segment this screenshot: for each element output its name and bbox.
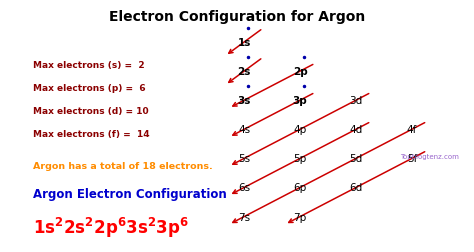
- Text: Argon has a total of 18 electrons.: Argon has a total of 18 electrons.: [33, 162, 213, 171]
- Text: 7s: 7s: [238, 212, 250, 222]
- Text: Max electrons (s) =  2: Max electrons (s) = 2: [33, 61, 145, 70]
- Text: 7p: 7p: [293, 212, 307, 222]
- Text: 4s: 4s: [238, 125, 250, 135]
- Text: 3s: 3s: [237, 96, 251, 106]
- Text: Max electrons (d) = 10: Max electrons (d) = 10: [33, 106, 149, 115]
- Text: 1s: 1s: [237, 38, 251, 48]
- Text: Max electrons (f) =  14: Max electrons (f) = 14: [33, 129, 150, 138]
- Text: Electron Configuration for Argon: Electron Configuration for Argon: [109, 10, 365, 24]
- Text: Max electrons (p) =  6: Max electrons (p) = 6: [33, 84, 146, 93]
- Text: 5f: 5f: [407, 154, 417, 164]
- Text: $\mathbf{1s^22s^22p^63s^23p^6}$: $\mathbf{1s^22s^22p^63s^23p^6}$: [33, 215, 189, 239]
- Text: 4p: 4p: [293, 125, 307, 135]
- Text: 2s: 2s: [237, 67, 251, 77]
- Text: 5p: 5p: [293, 154, 307, 164]
- Text: 5s: 5s: [238, 154, 250, 164]
- Text: 6s: 6s: [238, 183, 250, 193]
- Text: Topblogtenz.com: Topblogtenz.com: [401, 153, 459, 159]
- Text: 3p: 3p: [292, 96, 308, 106]
- Text: 3d: 3d: [349, 96, 363, 106]
- Text: 4f: 4f: [407, 125, 417, 135]
- Text: 6p: 6p: [293, 183, 307, 193]
- Text: 2p: 2p: [292, 67, 308, 77]
- Text: 4d: 4d: [349, 125, 363, 135]
- Text: 6d: 6d: [349, 183, 363, 193]
- Text: 5d: 5d: [349, 154, 363, 164]
- Text: Argon Electron Configuration: Argon Electron Configuration: [33, 187, 227, 201]
